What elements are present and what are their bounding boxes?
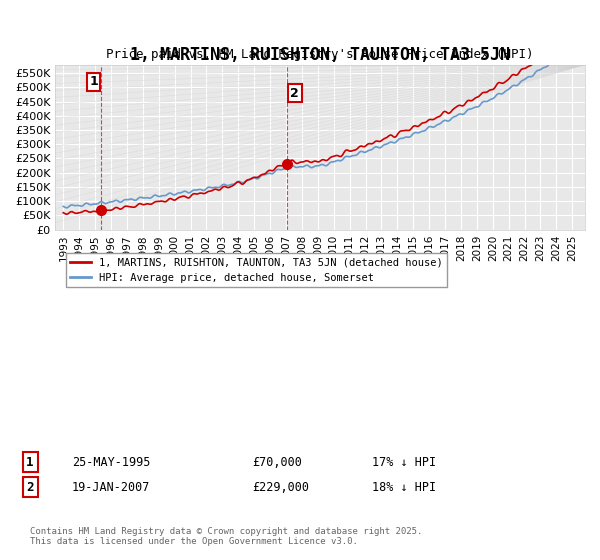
Text: 25-MAY-1995: 25-MAY-1995 — [72, 455, 151, 469]
Text: Contains HM Land Registry data © Crown copyright and database right 2025.
This d: Contains HM Land Registry data © Crown c… — [30, 526, 422, 546]
Text: 19-JAN-2007: 19-JAN-2007 — [72, 480, 151, 494]
Title: 1, MARTINS, RUISHTON, TAUNTON, TA3 5JN: 1, MARTINS, RUISHTON, TAUNTON, TA3 5JN — [130, 46, 510, 64]
Text: 17% ↓ HPI: 17% ↓ HPI — [372, 455, 436, 469]
Text: 1: 1 — [26, 455, 34, 469]
Text: 1: 1 — [89, 75, 98, 88]
Legend: 1, MARTINS, RUISHTON, TAUNTON, TA3 5JN (detached house), HPI: Average price, det: 1, MARTINS, RUISHTON, TAUNTON, TA3 5JN (… — [66, 254, 447, 287]
Text: 2: 2 — [290, 87, 299, 100]
Text: £70,000: £70,000 — [252, 455, 302, 469]
Text: 18% ↓ HPI: 18% ↓ HPI — [372, 480, 436, 494]
Text: Price paid vs. HM Land Registry's House Price Index (HPI): Price paid vs. HM Land Registry's House … — [106, 48, 534, 62]
Text: 2: 2 — [26, 480, 34, 494]
Text: £229,000: £229,000 — [252, 480, 309, 494]
